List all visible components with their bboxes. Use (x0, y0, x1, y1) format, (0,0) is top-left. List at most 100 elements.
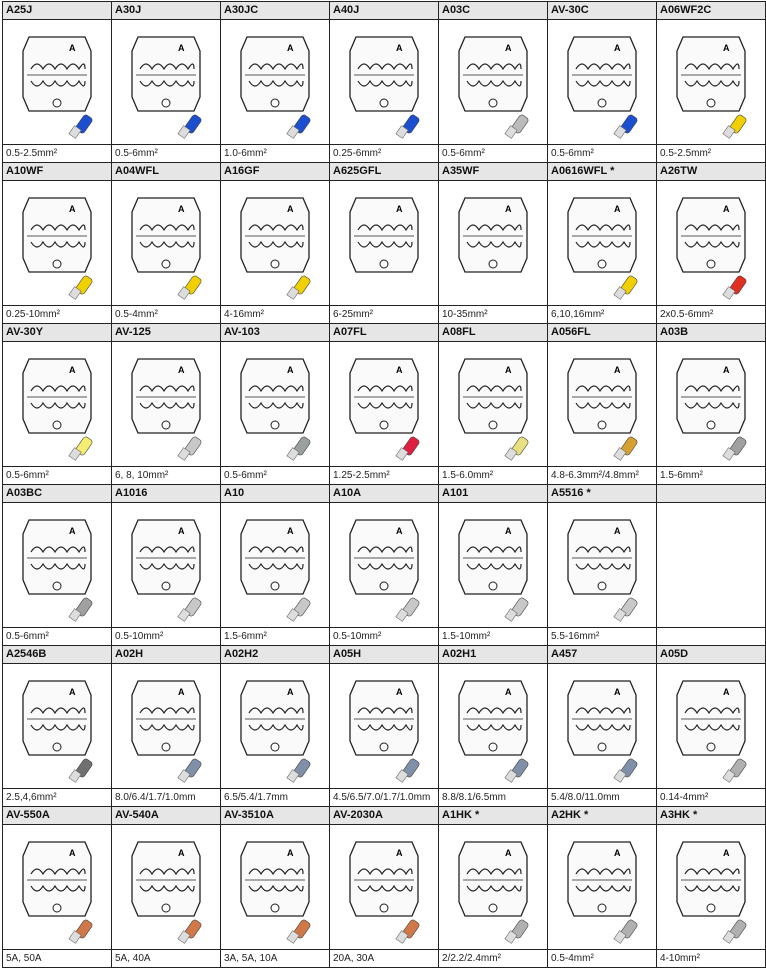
wire-range-label: 10-35mm² (442, 309, 488, 320)
terminal-icon (286, 919, 311, 944)
terminal-icon (613, 114, 638, 139)
die-cell: A056FL A 4.8-6.3mm²/4.8mm² (548, 324, 657, 485)
svg-text:A: A (178, 848, 185, 858)
wire-range-label: 1.5-6.0mm² (442, 470, 494, 481)
die-image: A (330, 20, 438, 145)
die-image: A (221, 503, 329, 628)
terminal-icon (177, 114, 202, 139)
wire-range-label: 5A, 50A (6, 953, 42, 964)
die-model-label: A30JC (221, 2, 329, 20)
terminal-icon (722, 758, 747, 783)
die-model-label: A3HK * (657, 807, 765, 825)
terminal-icon (177, 275, 202, 300)
svg-text:A: A (287, 848, 294, 858)
die-image: A (548, 342, 656, 467)
crimp-die-drawing: A (131, 358, 202, 461)
die-model-label: A2546B (3, 646, 111, 664)
die-cell: A35WF A 10-35mm² (439, 163, 548, 324)
die-cell: A05D A 0.14-4mm² (657, 646, 766, 807)
terminal-icon (613, 436, 638, 461)
die-model-label: A07FL (330, 324, 438, 342)
wire-range-label: 0.5-6mm² (6, 631, 49, 642)
die-image: A (221, 342, 329, 467)
die-image: A (221, 20, 329, 145)
die-image: A (330, 181, 438, 306)
die-model-label: A03B (657, 324, 765, 342)
wire-range-label: 0.5-6mm² (115, 148, 158, 159)
terminal-icon (504, 597, 529, 622)
terminal-icon (395, 919, 420, 944)
die-model-label: AV-3510A (221, 807, 329, 825)
svg-text:A: A (723, 365, 730, 375)
die-cell: A10WF A 0.25-10mm² (3, 163, 112, 324)
svg-text:A: A (723, 687, 730, 697)
crimp-die-drawing: A (567, 519, 638, 622)
die-image: A (330, 825, 438, 950)
terminal-icon (504, 919, 529, 944)
terminal-icon (613, 597, 638, 622)
die-image: A (3, 20, 111, 145)
svg-text:A: A (614, 687, 621, 697)
crimp-die-drawing: A (22, 519, 93, 622)
wire-range-label: 0.25-6mm² (333, 148, 382, 159)
wire-range-label: 2.5,4,6mm² (6, 792, 57, 803)
svg-text:A: A (287, 204, 294, 214)
svg-text:A: A (178, 526, 185, 536)
die-cell: A10 A 1.5-6mm² (221, 485, 330, 646)
svg-text:A: A (287, 365, 294, 375)
die-image: A (112, 181, 220, 306)
crimp-die-drawing: A (22, 197, 93, 300)
svg-text:A: A (396, 687, 403, 697)
crimp-die-drawing: A (131, 519, 202, 622)
svg-text:A: A (396, 848, 403, 858)
terminal-icon (395, 436, 420, 461)
svg-text:A: A (287, 43, 294, 53)
terminal-icon (286, 114, 311, 139)
wire-range-label: 1.5-6mm² (224, 631, 267, 642)
die-model-label: AV-125 (112, 324, 220, 342)
crimp-die-drawing: A (458, 36, 529, 139)
terminal-icon (395, 758, 420, 783)
die-image: A (439, 181, 547, 306)
die-model-label: A40J (330, 2, 438, 20)
svg-text:A: A (287, 526, 294, 536)
die-model-label: A0616WFL * (548, 163, 656, 181)
crimp-die-drawing: A (349, 358, 420, 461)
die-model-label: A16GF (221, 163, 329, 181)
svg-text:A: A (505, 526, 512, 536)
die-model-label: A1016 (112, 485, 220, 503)
die-cell: A05H A 4.5/6.5/7.0/1.7/1.0mm (330, 646, 439, 807)
crimp-die-drawing: A (676, 197, 747, 300)
die-model-label: A05H (330, 646, 438, 664)
wire-range-label: 6,10,16mm² (551, 309, 605, 320)
die-image: A (3, 181, 111, 306)
wire-range-label: 0.5-10mm² (333, 631, 382, 642)
die-cell: AV-550A A 5A, 50A (3, 807, 112, 968)
wire-range-label: 4-10mm² (660, 953, 701, 964)
wire-range-label: 0.5-2.5mm² (660, 148, 712, 159)
die-cell: A30JC A 1.0-6mm² (221, 2, 330, 163)
terminal-icon (613, 919, 638, 944)
crimp-die-drawing: A (240, 519, 311, 622)
svg-text:A: A (505, 687, 512, 697)
die-cell: A04WFL A 0.5-4mm² (112, 163, 221, 324)
die-model-label: AV-103 (221, 324, 329, 342)
die-cell: A25J A 0.5-2.5mm² (3, 2, 112, 163)
die-image (657, 503, 765, 628)
svg-text:A: A (178, 365, 185, 375)
die-image: A (657, 342, 765, 467)
die-image: A (548, 825, 656, 950)
wire-range-label: 1.5-10mm² (442, 631, 491, 642)
crimp-die-drawing: A (458, 358, 529, 461)
die-image: A (657, 825, 765, 950)
crimp-die-drawing: A (349, 36, 420, 139)
die-model-label: AV-2030A (330, 807, 438, 825)
die-model-label: A03C (439, 2, 547, 20)
terminal-icon (68, 436, 93, 461)
die-image: A (112, 825, 220, 950)
wire-range-label (657, 628, 765, 645)
crimp-die-drawing: A (131, 197, 202, 300)
die-image: A (548, 20, 656, 145)
svg-text:A: A (178, 687, 185, 697)
wire-range-label: 4.8-6.3mm²/4.8mm² (551, 470, 639, 481)
